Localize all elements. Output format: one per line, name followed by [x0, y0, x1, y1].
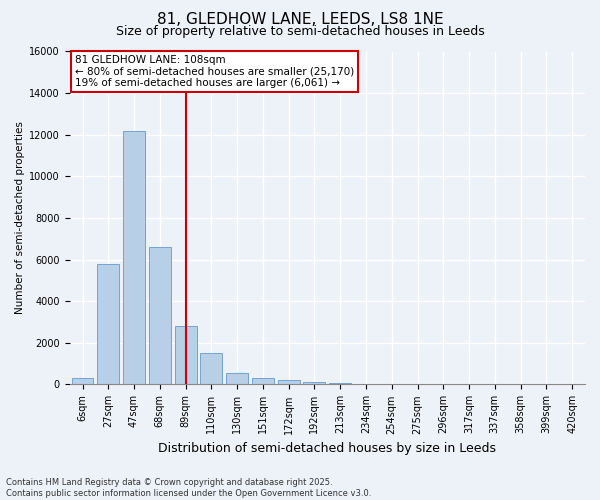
- Bar: [149, 247, 171, 384]
- Bar: [71, 378, 94, 384]
- Bar: [329, 383, 351, 384]
- Bar: [252, 378, 274, 384]
- X-axis label: Distribution of semi-detached houses by size in Leeds: Distribution of semi-detached houses by …: [158, 442, 496, 455]
- Bar: [278, 380, 299, 384]
- Bar: [123, 130, 145, 384]
- Bar: [226, 373, 248, 384]
- Y-axis label: Number of semi-detached properties: Number of semi-detached properties: [15, 122, 25, 314]
- Text: 81, GLEDHOW LANE, LEEDS, LS8 1NE: 81, GLEDHOW LANE, LEEDS, LS8 1NE: [157, 12, 443, 28]
- Bar: [175, 326, 197, 384]
- Text: 81 GLEDHOW LANE: 108sqm
← 80% of semi-detached houses are smaller (25,170)
19% o: 81 GLEDHOW LANE: 108sqm ← 80% of semi-de…: [75, 55, 354, 88]
- Text: Contains HM Land Registry data © Crown copyright and database right 2025.
Contai: Contains HM Land Registry data © Crown c…: [6, 478, 371, 498]
- Text: Size of property relative to semi-detached houses in Leeds: Size of property relative to semi-detach…: [116, 25, 484, 38]
- Bar: [200, 353, 223, 384]
- Bar: [97, 264, 119, 384]
- Bar: [304, 382, 325, 384]
